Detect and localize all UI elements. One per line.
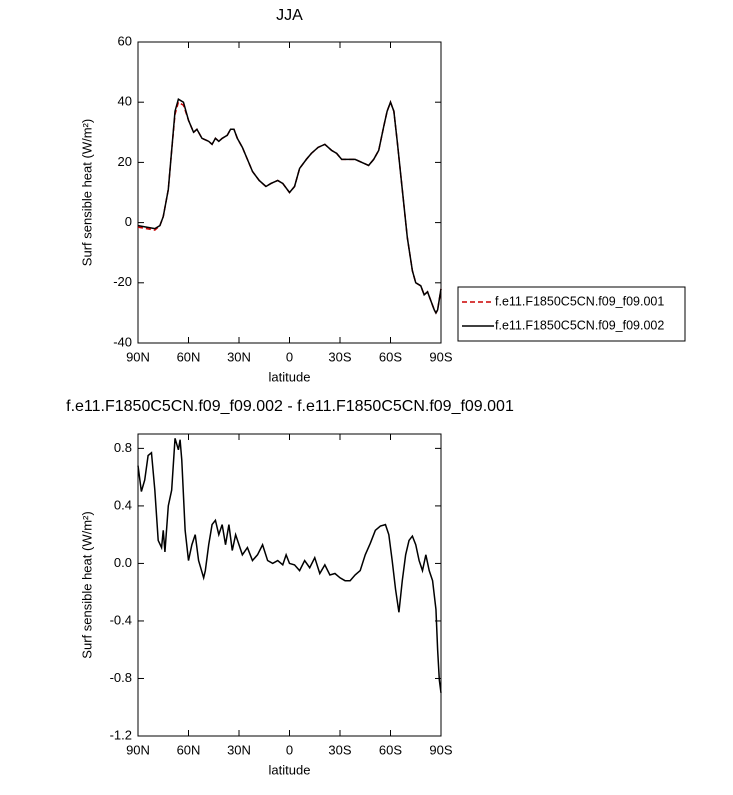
x-tick-label: 90N (126, 349, 150, 364)
y-tick-label: -20 (113, 274, 132, 289)
x-tick-label: 90S (429, 742, 452, 757)
y-tick-label: 40 (118, 94, 132, 109)
x-axis-label: latitude (269, 369, 311, 384)
x-tick-label: 60N (177, 742, 201, 757)
x-tick-label: 0 (286, 349, 293, 364)
line-series (137, 98, 442, 315)
y-tick-label: 60 (118, 33, 132, 48)
x-tick-label: 0 (286, 742, 293, 757)
legend-box (457, 286, 686, 342)
line-series (137, 100, 442, 315)
legend-label: f.e11.F1850C5CN.f09_f09.002 (495, 318, 664, 332)
y-axis-label: Surf sensible heat (W/m²) (79, 511, 94, 658)
y-tick-label: 0.4 (114, 497, 132, 512)
x-tick-label: 30S (328, 349, 351, 364)
line-series (137, 438, 442, 693)
y-tick-label: 0.8 (114, 440, 132, 455)
x-tick-label: 90S (429, 349, 452, 364)
x-tick-label: 30N (227, 349, 251, 364)
x-tick-label: 30N (227, 742, 251, 757)
chart-title: JJA (276, 7, 303, 24)
legend-label: f.e11.F1850C5CN.f09_f09.001 (495, 294, 664, 308)
y-axis-label: Surf sensible heat (W/m²) (79, 119, 94, 266)
y-tick-label: 0.0 (114, 555, 132, 570)
x-tick-label: 90N (126, 742, 150, 757)
chart-title: f.e11.F1850C5CN.f09_f09.002 - f.e11.F185… (66, 398, 514, 415)
y-tick-label: -40 (113, 334, 132, 349)
y-tick-label: 20 (118, 154, 132, 169)
x-tick-label: 60S (379, 349, 402, 364)
y-tick-label: -1.2 (110, 727, 132, 742)
x-tick-label: 60N (177, 349, 201, 364)
x-axis-label: latitude (269, 762, 311, 777)
y-tick-label: -0.4 (110, 612, 132, 627)
x-tick-label: 30S (328, 742, 351, 757)
y-tick-label: 0 (125, 214, 132, 229)
y-tick-label: -0.8 (110, 670, 132, 685)
x-tick-label: 60S (379, 742, 402, 757)
